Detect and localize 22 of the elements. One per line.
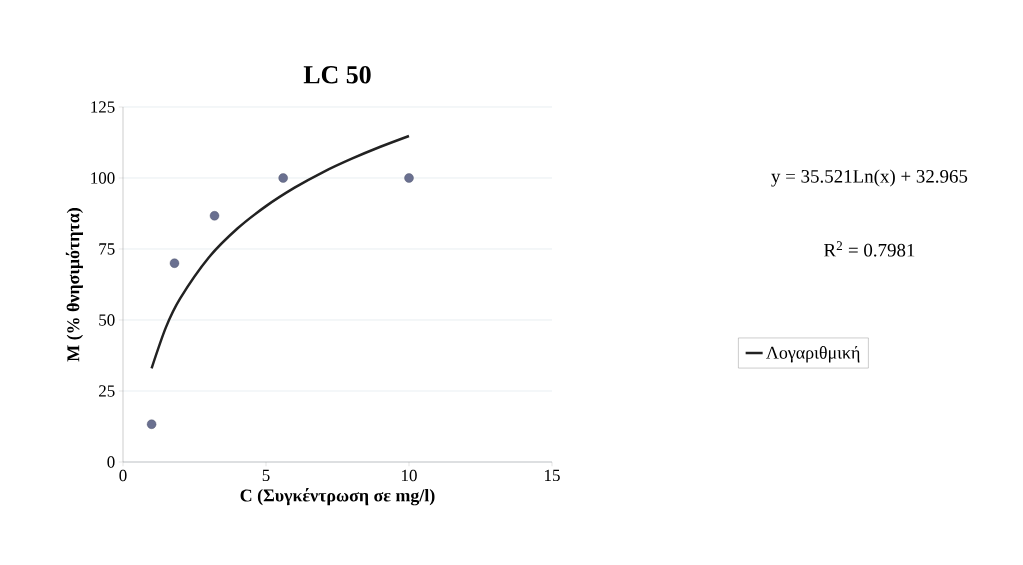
y-tick-label: 50 (99, 314, 115, 326)
x-axis-title: C (Συγκέντρωση σε mg/l) (240, 488, 435, 506)
point (209, 211, 220, 221)
x-tick-label: 15 (545, 469, 560, 482)
y-tick-label: 75 (99, 243, 115, 255)
text: y = 35.521Ln(x) + 32.965 (771, 169, 968, 187)
point (404, 173, 414, 183)
point (278, 173, 288, 183)
point (169, 258, 180, 268)
y-tick-label: 25 (99, 385, 115, 397)
x-tick-label: 10 (402, 469, 417, 482)
legend-label: Λογαριθμική (766, 345, 860, 363)
line-series (150, 134, 411, 370)
chart-title: LC 50 (303, 66, 371, 84)
x-tick-label: 5 (262, 469, 270, 482)
y-axis-title: M (% θνησιμότητα) (65, 208, 83, 362)
x-tick-label: 0 (119, 469, 127, 482)
y-tick-label: 125 (91, 101, 115, 113)
y-tick-label: 0 (107, 456, 115, 468)
text: R$^{2}$ = 0.7981 (824, 241, 915, 257)
point (146, 419, 157, 429)
y-tick-label: 100 (91, 172, 115, 184)
